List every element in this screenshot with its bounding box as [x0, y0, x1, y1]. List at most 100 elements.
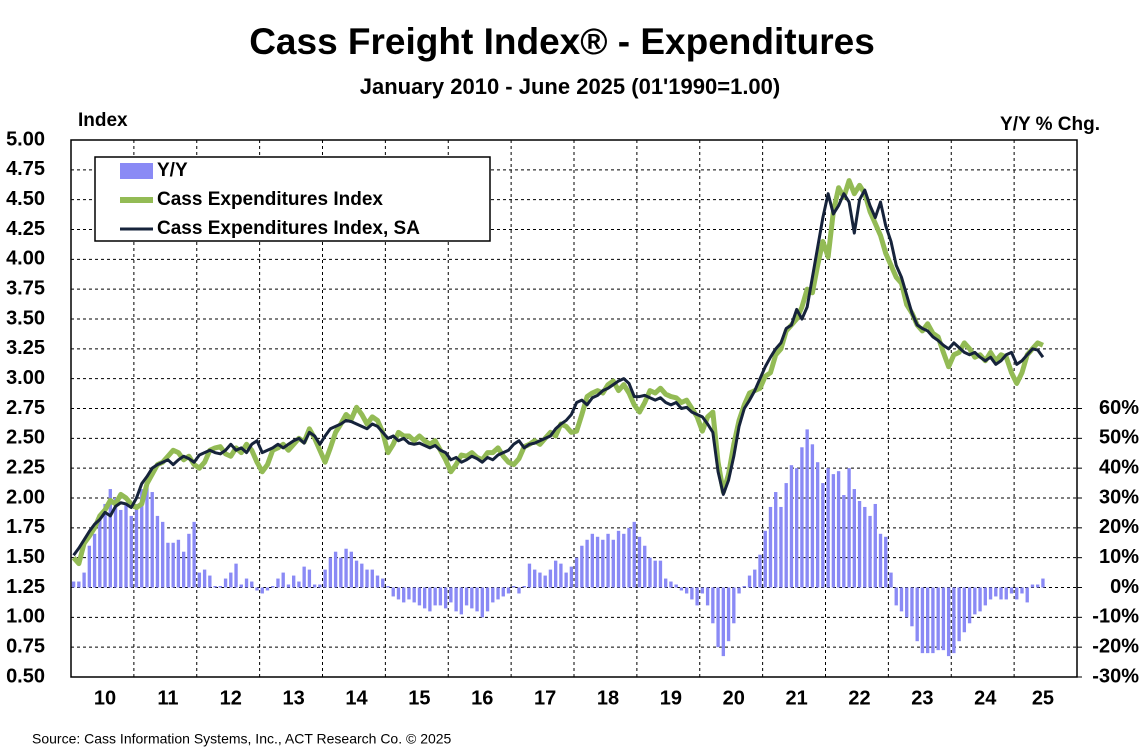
bar — [988, 587, 993, 600]
legend-swatch — [120, 163, 153, 179]
bar — [994, 587, 998, 597]
bar — [789, 465, 794, 588]
bar — [679, 587, 684, 591]
bar — [732, 587, 736, 624]
line — [72, 188, 1045, 557]
bar — [218, 586, 223, 588]
chart-subtitle: January 2010 - June 2025 (01'1990=1.00) — [360, 74, 780, 99]
bar — [71, 581, 76, 588]
bar — [925, 587, 930, 654]
y2-axis-label: Y/Y % Chg. — [1000, 114, 1100, 135]
y2-tick-label: -10% — [1092, 606, 1139, 628]
bar — [375, 575, 380, 588]
bar — [260, 587, 264, 594]
bar — [543, 575, 547, 588]
y-tick-label: 2.75 — [6, 397, 45, 419]
bar — [223, 578, 228, 588]
x-tick-label: 19 — [660, 687, 682, 709]
bar — [349, 551, 353, 588]
bar — [150, 492, 154, 588]
bar — [166, 542, 170, 588]
bar — [92, 533, 97, 588]
x-tick-label: 15 — [408, 687, 430, 709]
bar — [700, 587, 705, 594]
bar — [98, 515, 102, 588]
bar — [999, 587, 1003, 600]
bar — [344, 548, 348, 588]
bar — [847, 468, 851, 588]
x-tick-label: 16 — [471, 687, 493, 709]
bar — [611, 539, 615, 588]
bar — [428, 587, 432, 612]
bar — [753, 569, 757, 588]
bar — [213, 586, 217, 588]
y-tick-label: 3.75 — [6, 277, 45, 299]
bar — [1004, 587, 1008, 600]
x-tick-label: 23 — [911, 687, 933, 709]
legend-label: Y/Y — [157, 160, 188, 181]
legend-label: Cass Expenditures Index — [157, 189, 383, 210]
y2-tick-label: 0% — [1110, 576, 1139, 598]
bar — [910, 587, 914, 627]
bar — [815, 462, 820, 588]
y-tick-label: 2.00 — [6, 486, 45, 508]
bar — [538, 572, 542, 588]
bar — [622, 533, 626, 588]
y2-tick-label: 20% — [1099, 516, 1139, 538]
bar — [527, 563, 532, 588]
bar — [276, 578, 280, 588]
bar — [826, 468, 830, 588]
bar — [1020, 587, 1024, 594]
y-tick-label: 4.25 — [6, 218, 45, 240]
bar — [229, 572, 233, 588]
bar — [197, 572, 202, 588]
bar — [836, 471, 841, 588]
bar — [564, 572, 568, 588]
bar — [978, 587, 982, 612]
bar — [569, 566, 574, 588]
bar — [716, 587, 720, 648]
bar — [884, 536, 888, 588]
bar — [857, 500, 862, 588]
x-tick-label: 10 — [94, 687, 116, 709]
bar — [491, 587, 495, 603]
y-tick-label: 4.50 — [6, 188, 45, 210]
bar — [669, 581, 673, 588]
bar — [422, 587, 427, 609]
bar — [711, 587, 715, 624]
bar — [454, 587, 458, 612]
bar — [648, 557, 652, 588]
bar — [407, 587, 411, 600]
bars — [71, 429, 1045, 657]
x-tick-label: 20 — [723, 687, 745, 709]
bar — [658, 560, 663, 588]
legend: Y/Y Cass Expenditures Index Cass Expenditu… — [94, 156, 491, 242]
bar — [87, 545, 92, 588]
bar — [632, 521, 636, 588]
bar — [433, 587, 437, 606]
bar — [915, 587, 919, 642]
bar — [810, 444, 815, 588]
bar — [684, 587, 689, 594]
bar — [239, 584, 243, 588]
y-tick-label: 0.75 — [6, 635, 45, 657]
bar — [705, 587, 710, 606]
bar — [506, 587, 511, 594]
x-tick-label: 17 — [534, 687, 556, 709]
bar — [1009, 587, 1014, 594]
bar — [328, 557, 333, 588]
bar — [417, 587, 422, 606]
bar — [533, 569, 537, 588]
axes: 0.50 0.75 1.00 1.25 1.50 1.75 2.00 2.25 2.50 2.75… — [6, 128, 1139, 709]
bar — [548, 569, 553, 588]
y-tick-label: 1.00 — [6, 606, 45, 628]
bar — [485, 587, 490, 612]
bar — [234, 563, 238, 588]
x-tick-label: 18 — [597, 687, 619, 709]
bar — [271, 586, 275, 588]
y-tick-label: 1.75 — [6, 516, 45, 538]
bar — [286, 584, 291, 588]
bar — [512, 586, 516, 588]
